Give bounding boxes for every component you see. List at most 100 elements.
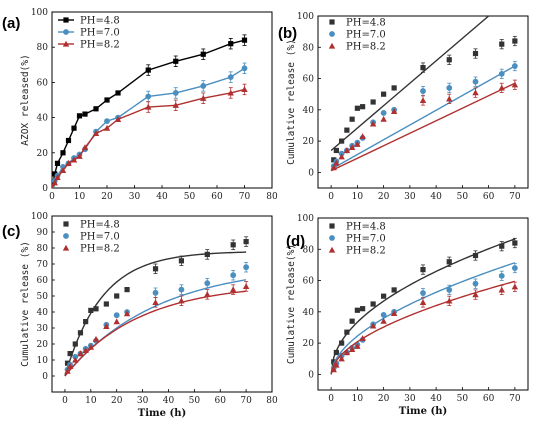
data-point [349,318,355,324]
x-tick-label: 0 [49,192,55,202]
series-line [52,39,245,188]
data-point [173,58,179,64]
y-axis-label: Cumulative release(%) [286,244,297,364]
plot-area [64,236,250,377]
data-point [348,144,356,150]
data-point [70,156,78,163]
data-point [512,38,518,44]
y-tick-label: 40 [303,106,315,116]
x-tick-label: 10 [352,192,364,202]
x-tick-label: 20 [378,394,390,404]
legend-marker [63,233,69,239]
data-point [348,346,356,352]
plot-area [330,16,519,172]
data-point [380,317,387,324]
plot-frame [317,15,529,189]
data-point [230,242,236,248]
x-tick-label: 50 [189,396,201,406]
y-tick-label: 50 [37,292,49,302]
legend-marker [62,40,70,47]
data-point [511,283,519,290]
data-point [60,150,66,156]
panel-label: (a) [2,15,20,32]
data-point [420,267,426,273]
data-point [380,110,387,116]
legend-label: PH=4.8 [346,222,386,233]
data-point [498,272,505,279]
data-point [124,287,130,293]
data-point [338,355,345,362]
legend-marker [328,42,336,49]
x-tick-label: 0 [328,192,334,202]
data-point [64,367,71,374]
data-point [241,86,248,93]
data-point [330,164,337,171]
legend: PH=4.8PH=7.0PH=8.2 [58,16,120,51]
x-tick-label: 60 [483,394,495,404]
y-tick-label: 60 [303,277,315,287]
legend: PH=4.8PH=7.0PH=8.2 [328,18,386,53]
y-tick-label: 0 [42,372,48,382]
data-point [113,318,120,325]
legend-label: PH=7.0 [80,232,120,243]
data-point [359,335,366,341]
legend: PH=4.8PH=7.0PH=8.2 [62,220,120,255]
data-point [420,65,426,71]
y-tick-label: 100 [297,214,314,224]
x-tick-label: 0 [328,394,334,404]
data-point [243,264,250,271]
legend-label: PH=8.2 [80,40,120,51]
y-tick-label: 60 [37,78,49,88]
legend-marker [329,19,335,25]
data-point [381,293,387,299]
data-point [391,287,397,293]
data-point [76,153,83,159]
data-point [354,342,361,349]
data-point [472,78,479,85]
x-tick-label: 80 [266,192,278,202]
panel-d: 0 10 20 30 40 50 60 70 0 20 40 60 80 100 Cumulative re… [286,214,529,417]
data-point [54,160,61,166]
data-point [472,89,479,96]
data-point [472,280,479,287]
data-point [419,97,427,104]
y-tick-label: 100 [31,212,48,222]
x-tick-label: 20 [101,192,113,202]
legend: PH=4.8PH=7.0PH=8.2 [328,222,386,257]
y-axis-label: Cumulative release (%) [20,241,31,367]
data-point [82,347,89,353]
data-point [343,147,351,154]
data-point [498,70,505,77]
panel-label: (c) [2,223,20,240]
data-point [390,310,398,316]
y-axis-label: AZOX released(%) [20,54,31,146]
data-point [343,349,351,356]
legend-label: PH=8.2 [80,244,120,255]
data-point [230,272,237,279]
data-point [380,312,387,318]
data-point [152,266,159,272]
data-point [333,349,339,356]
legend-label: PH=4.8 [80,16,120,27]
panel-c: 0 10 20 30 40 50 60 70 80 0 10 20 30 40 50 60 70 80 90 100 C… [2,212,278,419]
data-point [333,147,339,154]
data-point [103,301,109,307]
data-point [511,81,519,88]
data-point [498,286,505,293]
data-point [172,90,179,96]
data-point [72,341,78,347]
y-tick-label: 90 [37,228,49,238]
y-tick-label: 20 [37,340,49,350]
x-axis-label: Time (h) [399,406,447,417]
legend-label: PH=4.8 [346,18,386,29]
data-point [123,310,131,317]
x-tick-label: 20 [111,396,123,406]
y-axis-label: Cumulative release (%) [286,39,297,165]
data-point [52,179,58,186]
plot-frame [317,217,529,391]
y-tick-label: 60 [303,75,315,85]
data-point [472,252,479,259]
data-point [59,167,67,173]
data-point [446,57,452,63]
data-point [344,127,350,133]
